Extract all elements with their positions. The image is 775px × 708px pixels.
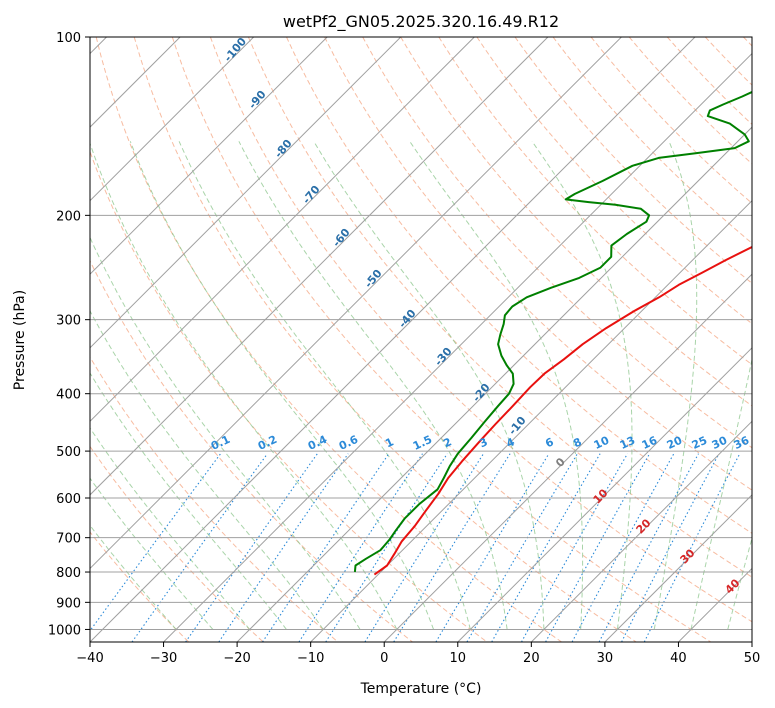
dry-adiabat-line: [247, 37, 752, 578]
isotherm-gridline: [90, 37, 328, 275]
y-axis-label: Pressure (hPa): [12, 290, 28, 390]
mixing-ratio-line: [491, 453, 601, 642]
mixing-ratio-label: 25: [690, 434, 709, 452]
mixing-ratio-line: [131, 453, 268, 642]
x-tick-label: −20: [223, 651, 250, 666]
y-tick-label: 1000: [48, 623, 81, 638]
mixing-ratio-line: [598, 453, 699, 642]
mixing-ratio-label: 10: [592, 434, 612, 452]
grid-layer: [90, 37, 752, 642]
x-tick-label: −10: [297, 651, 324, 666]
moist-adiabat-line: [313, 141, 545, 630]
series-layer: [353, 90, 752, 576]
moist-adiabat-line: [178, 141, 471, 630]
moist-adiabat-line: [90, 477, 214, 630]
isotherm-gridline: [604, 494, 752, 642]
moist-adiabat-line: [90, 141, 398, 630]
y-tick-label: 900: [56, 596, 81, 611]
axis-layer: −40 −30 −20 −10 0 10 20 30 40 50 100 200 300 400 500 60…: [48, 31, 760, 666]
mixing-ratio-line: [435, 453, 550, 642]
mixing-ratio-label: 36: [732, 434, 752, 452]
moist-adiabat-line: [90, 427, 251, 630]
dry-adiabat-line: [95, 37, 562, 642]
moist-adiabat-line: [90, 309, 324, 630]
moist-adiabat-line: [727, 536, 752, 630]
x-tick-label: −30: [150, 651, 177, 666]
mixing-ratio-label: 16: [640, 434, 660, 452]
dry-adiabat-line: [209, 37, 752, 623]
dry-adiabat-line: [133, 37, 637, 642]
isotherm-gridline: [90, 37, 402, 349]
temperature-profile-line: [373, 245, 752, 576]
dry-adiabat-line: [324, 37, 752, 491]
isotherm-gridline: [236, 126, 752, 642]
y-tick-label: 600: [56, 492, 81, 507]
isotherm-gridline: [310, 199, 752, 642]
mixing-ratio-line: [90, 453, 222, 632]
dry-adiabat-line: [438, 37, 752, 366]
mixing-ratio-label: 30: [710, 434, 730, 452]
y-tick-label: 300: [56, 314, 81, 329]
isotherm-gridline: [383, 273, 752, 642]
mixing-ratio-line: [621, 453, 720, 642]
mixing-ratio-line: [393, 453, 511, 642]
dry-adiabat-line: [628, 37, 752, 165]
mixing-ratio-line: [643, 453, 741, 642]
moist-adiabat-line: [238, 141, 508, 630]
y-tick-label: 700: [56, 532, 81, 547]
isotherm-gridline: [163, 52, 752, 642]
dry-adiabat-line: [90, 445, 264, 642]
x-tick-label: 50: [744, 651, 761, 666]
isotherm-gridline: [90, 37, 255, 202]
mixing-ratio-label: 13: [618, 434, 637, 452]
dry-adiabat-line: [171, 37, 712, 642]
mixing-ratio-label: 20: [665, 434, 685, 452]
isotherm-gridline: [90, 37, 475, 423]
isotherm-gridline: [530, 420, 752, 642]
x-tick-label: 40: [670, 651, 687, 666]
y-tick-label: 800: [56, 566, 81, 581]
mixing-ratio-line: [466, 453, 578, 642]
y-tick-label: 100: [56, 31, 81, 46]
dry-adiabat-line: [90, 356, 339, 642]
mixing-ratio-line: [262, 453, 390, 642]
isotherm-gridline: [457, 347, 752, 642]
x-tick-label: 10: [450, 651, 467, 666]
mixing-ratio-line: [298, 453, 423, 642]
moist-adiabat-line: [653, 141, 698, 630]
x-tick-label: 0: [380, 651, 388, 666]
x-tick-label: 20: [523, 651, 540, 666]
isotherm-gridline: [90, 37, 622, 570]
mixing-ratio-line: [364, 453, 484, 642]
x-tick-label: 30: [597, 651, 614, 666]
chart-title: wetPf2_GN05.2025.320.16.49.R12: [283, 12, 559, 32]
dry-adiabat-line: [552, 37, 752, 244]
isotherm-gridline: [90, 37, 696, 642]
moist-adiabat-line: [90, 372, 287, 630]
x-axis-label: Temperature (°C): [360, 681, 482, 697]
y-tick-label: 500: [56, 445, 81, 460]
dry-adiabat-line: [90, 150, 488, 642]
mixing-ratio-line: [325, 453, 448, 642]
x-tick-label: −40: [76, 651, 103, 666]
moist-adiabat-line: [690, 357, 752, 630]
y-tick-label: 200: [56, 209, 81, 224]
moist-adiabat-line: [90, 236, 361, 630]
dewpoint-profile-line: [353, 90, 752, 573]
dry-adiabat-line: [514, 37, 752, 284]
y-tick-label: 400: [56, 388, 81, 403]
plot-frame: [89, 36, 753, 643]
isotherm-gridline: [90, 37, 549, 496]
moist-adiabat-line: [129, 141, 435, 630]
dry-adiabat-line: [286, 37, 752, 534]
dry-adiabat-line: [400, 37, 752, 407]
